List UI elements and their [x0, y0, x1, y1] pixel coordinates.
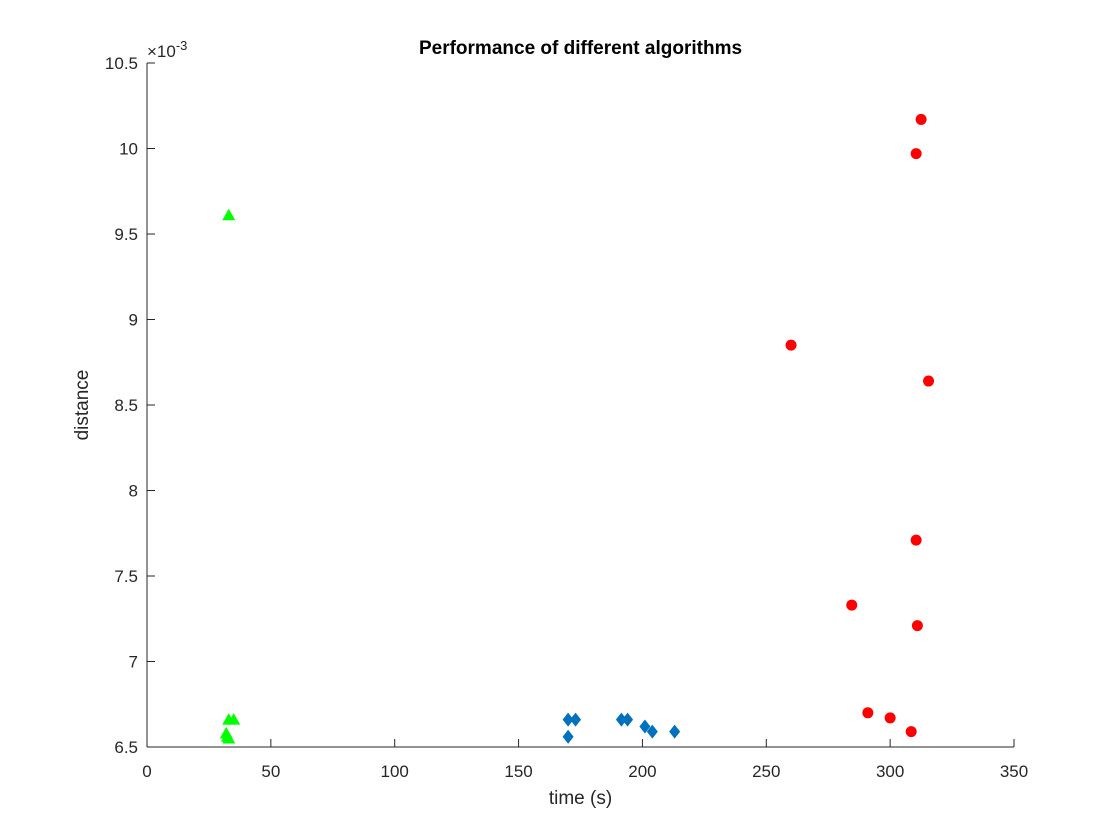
circle-data-point [911, 620, 923, 632]
x-tick-label: 250 [752, 762, 780, 781]
circle-data-point [910, 534, 922, 546]
diamond-data-point [570, 712, 582, 727]
diamond-data-point [562, 729, 574, 744]
triangle-data-point [222, 208, 236, 221]
diamond-data-point [622, 712, 634, 727]
y-tick-label: 7 [129, 653, 138, 672]
x-tick-label: 50 [261, 762, 280, 781]
y-tick-label: 9 [129, 311, 138, 330]
y-tick-label: 10 [119, 140, 138, 159]
y-tick-label: 7.5 [114, 567, 138, 586]
circle-data-point [785, 339, 797, 351]
x-axis-ticks: 0 50 100 150 200 250 300 350 [142, 739, 1028, 781]
circle-data-point [884, 712, 896, 724]
circle-data-point [923, 375, 935, 387]
diamond-data-point [615, 712, 627, 727]
circle-data-point [905, 726, 917, 738]
triangle-data-point [222, 731, 236, 744]
circle-data-point [862, 707, 874, 719]
y-tick-label: 8 [129, 482, 138, 501]
y-tick-label: 10.5 [105, 54, 138, 73]
y-axis-ticks: 6.5 7 7.5 8 8.5 9 9.5 10 10.5 [105, 54, 155, 757]
diamond-data-point [639, 719, 651, 734]
y-exponent-label: ×10-3 [147, 38, 187, 61]
x-tick-label: 100 [381, 762, 409, 781]
diamond-data-point [562, 712, 574, 727]
diamond-data-point [669, 724, 681, 739]
circle-data-point [915, 113, 927, 125]
diamond-data-point [646, 724, 658, 739]
x-tick-label: 150 [504, 762, 532, 781]
y-tick-label: 6.5 [114, 738, 138, 757]
data-points [219, 113, 935, 744]
chart-title: Performance of different algorithms [419, 38, 742, 59]
x-tick-label: 0 [142, 762, 151, 781]
x-tick-label: 300 [876, 762, 904, 781]
y-exponent-power: -3 [176, 38, 188, 53]
y-axis-label: distance [72, 370, 93, 441]
y-tick-label: 8.5 [114, 396, 138, 415]
y-tick-label: 9.5 [114, 225, 138, 244]
x-tick-label: 200 [628, 762, 656, 781]
plot-axes [146, 63, 1014, 748]
x-tick-label: 350 [1000, 762, 1028, 781]
triangle-data-point [227, 713, 241, 725]
x-axis-label: time (s) [549, 788, 612, 809]
circle-data-point [910, 148, 922, 160]
circle-data-point [846, 599, 858, 611]
